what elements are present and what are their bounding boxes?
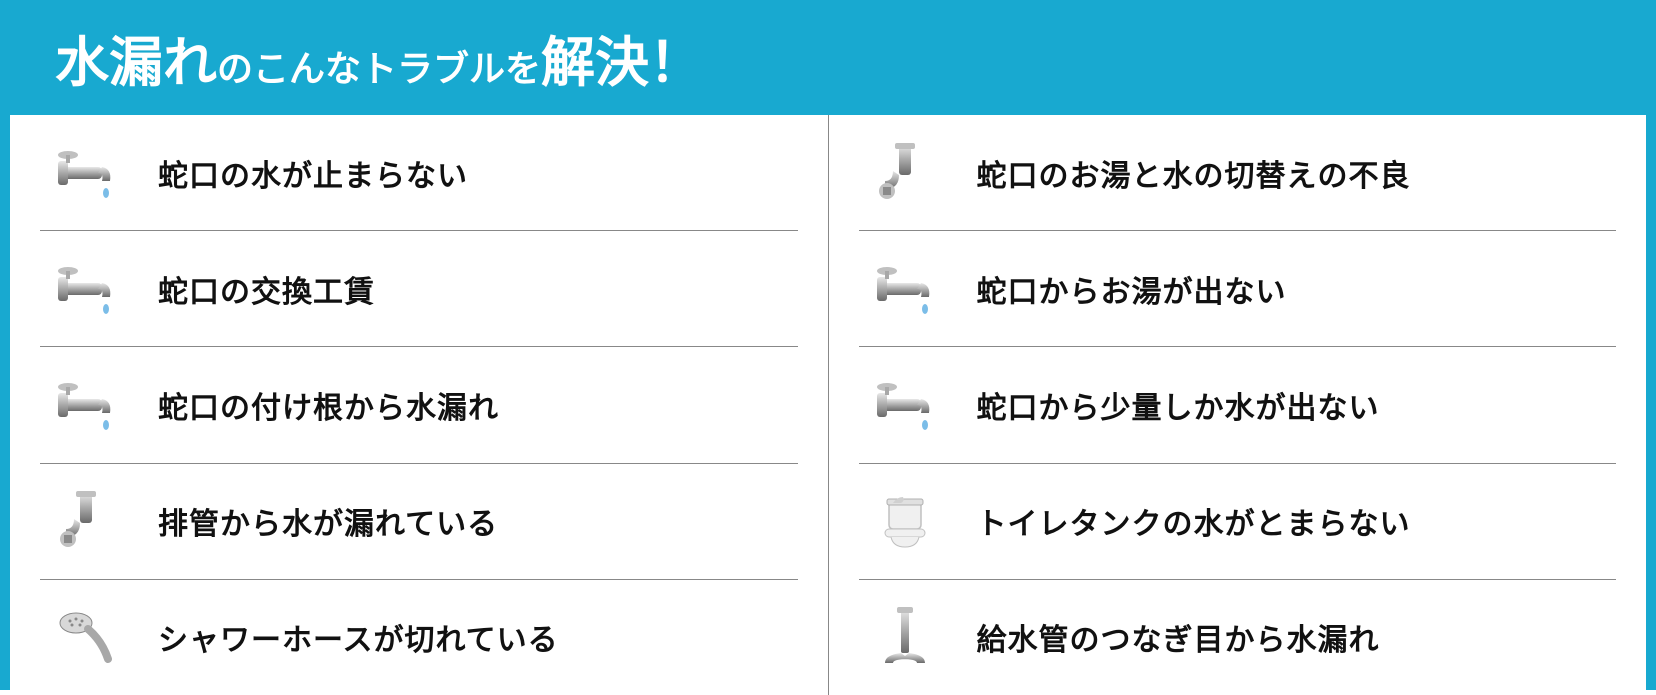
title-part2: のこんなトラブルを (217, 40, 541, 92)
list-item: トイレタンクの水がとまらない (859, 464, 1617, 580)
list-item: 蛇口からお湯が出ない (859, 231, 1617, 347)
list-item: 蛇口の付け根から水漏れ (40, 347, 798, 463)
item-label: 蛇口の交換工賃 (158, 267, 375, 311)
header-title: 水漏れ のこんなトラブルを 解決！ (0, 0, 1656, 115)
faucet-icon (869, 369, 941, 441)
supply-pipe-icon (869, 601, 941, 673)
shower-icon (50, 601, 122, 673)
item-label: 蛇口の付け根から水漏れ (158, 383, 499, 427)
list-item: 蛇口から少量しか水が出ない (859, 347, 1617, 463)
item-label: 蛇口からお湯が出ない (977, 267, 1287, 311)
item-label: 蛇口のお湯と水の切替えの不良 (977, 151, 1411, 195)
item-label: トイレタンクの水がとまらない (977, 499, 1411, 543)
item-label: 給水管のつなぎ目から水漏れ (977, 615, 1380, 659)
item-label: 蛇口から少量しか水が出ない (977, 383, 1380, 427)
pipe-icon (50, 485, 122, 557)
item-label: シャワーホースが切れている (158, 615, 559, 659)
right-column: 蛇口のお湯と水の切替えの不良 蛇口からお湯が出ない (829, 115, 1647, 695)
list-item: 蛇口の水が止まらない (40, 115, 798, 231)
title-part1: 水漏れ (55, 18, 217, 97)
list-item: 蛇口のお湯と水の切替えの不良 (859, 115, 1617, 231)
list-item: 排管から水が漏れている (40, 464, 798, 580)
item-label: 蛇口の水が止まらない (158, 151, 468, 195)
faucet-icon (869, 253, 941, 325)
faucet-icon (50, 369, 122, 441)
left-column: 蛇口の水が止まらない 蛇口の交換工賃 (10, 115, 829, 695)
content-panel: 蛇口の水が止まらない 蛇口の交換工賃 (10, 115, 1646, 695)
list-item: 給水管のつなぎ目から水漏れ (859, 580, 1617, 695)
list-item: 蛇口の交換工賃 (40, 231, 798, 347)
title-part3: 解決！ (541, 18, 703, 97)
item-label: 排管から水が漏れている (158, 499, 498, 543)
faucet-icon (50, 253, 122, 325)
pipe-icon (869, 137, 941, 209)
toilet-icon (869, 485, 941, 557)
list-item: シャワーホースが切れている (40, 580, 798, 695)
banner-container: 水漏れ のこんなトラブルを 解決！ 蛇口の水が止まらない (0, 0, 1656, 690)
faucet-icon (50, 137, 122, 209)
